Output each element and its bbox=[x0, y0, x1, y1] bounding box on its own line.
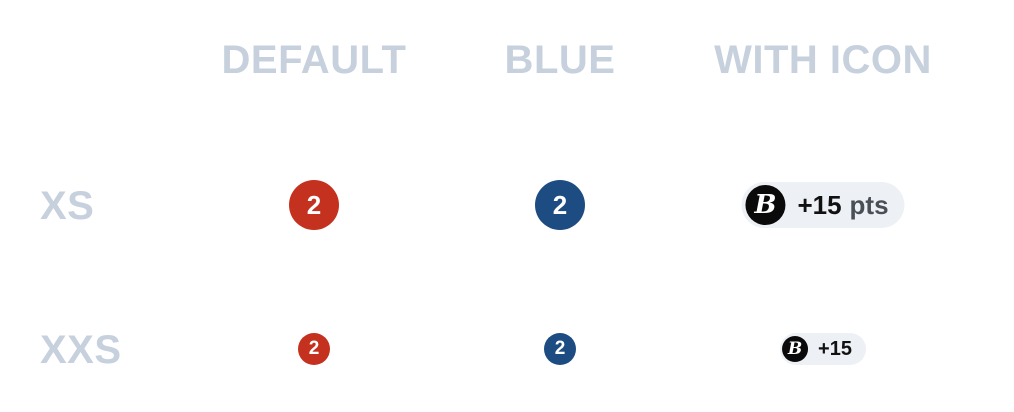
badge-xxs-default: 2 bbox=[298, 333, 330, 365]
badge-xs-blue: 2 bbox=[535, 180, 585, 230]
brand-b-icon: B bbox=[782, 336, 809, 362]
badge-xs-with-icon: B +15 pts bbox=[741, 182, 905, 228]
points-unit: pts bbox=[849, 189, 889, 220]
brand-b-icon: B bbox=[745, 185, 786, 225]
badge-xxs-blue: 2 bbox=[544, 333, 576, 365]
points-value: +15 bbox=[797, 189, 842, 220]
column-heading-blue: BLUE bbox=[504, 38, 616, 82]
points-value: +15 bbox=[818, 337, 852, 360]
badge-xxs-with-icon: B +15 bbox=[780, 333, 866, 365]
row-heading-xxs: XXS bbox=[40, 328, 122, 372]
badge-xs-default: 2 bbox=[289, 180, 339, 230]
column-heading-with-icon: WITH ICON bbox=[714, 38, 932, 82]
column-heading-default: DEFAULT bbox=[221, 38, 407, 82]
row-heading-xs: XS bbox=[40, 184, 95, 228]
